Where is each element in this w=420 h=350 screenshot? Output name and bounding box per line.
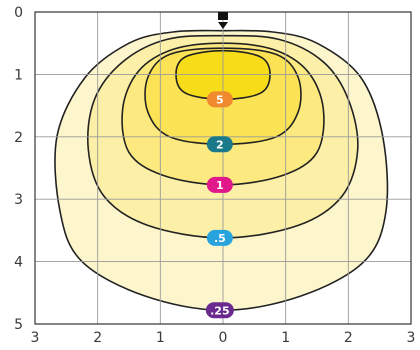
y-tick-label: 5 (14, 317, 23, 333)
contour-badge (206, 91, 233, 108)
contour-layer (54, 29, 389, 312)
y-tick-label: 3 (14, 192, 23, 208)
badge-layer: 5 2 1 .5 .25 (205, 91, 234, 319)
source-block (218, 12, 228, 20)
contour-badge (206, 176, 233, 193)
x-tick-labels: 3 2 1 0 1 2 3 (31, 330, 416, 346)
contour-badge-label: .25 (210, 304, 230, 317)
x-tick-label: 2 (93, 330, 102, 346)
contour-badge-label: 5 (216, 93, 224, 106)
y-tick-label: 0 (14, 5, 23, 21)
contour-badge (206, 229, 233, 246)
x-tick-label: 3 (407, 330, 416, 346)
source-arrow-icon (218, 22, 228, 29)
x-tick-label: 1 (156, 330, 165, 346)
y-tick-label: 4 (14, 255, 23, 271)
x-tick-label: 3 (31, 330, 40, 346)
y-tick-labels: 0 1 2 3 4 5 (14, 5, 23, 333)
light-source (218, 12, 228, 29)
contour-badge-label: 2 (216, 138, 224, 151)
contour-badge-label: .5 (214, 232, 226, 245)
x-tick-label: 1 (281, 330, 290, 346)
contour-badge-label: 1 (216, 179, 224, 192)
x-tick-label: 2 (344, 330, 353, 346)
contour-badge (206, 136, 233, 153)
contour-badge (205, 302, 234, 319)
y-tick-label: 2 (14, 130, 23, 146)
y-tick-label: 1 (14, 67, 23, 83)
x-tick-label: 0 (219, 330, 228, 346)
